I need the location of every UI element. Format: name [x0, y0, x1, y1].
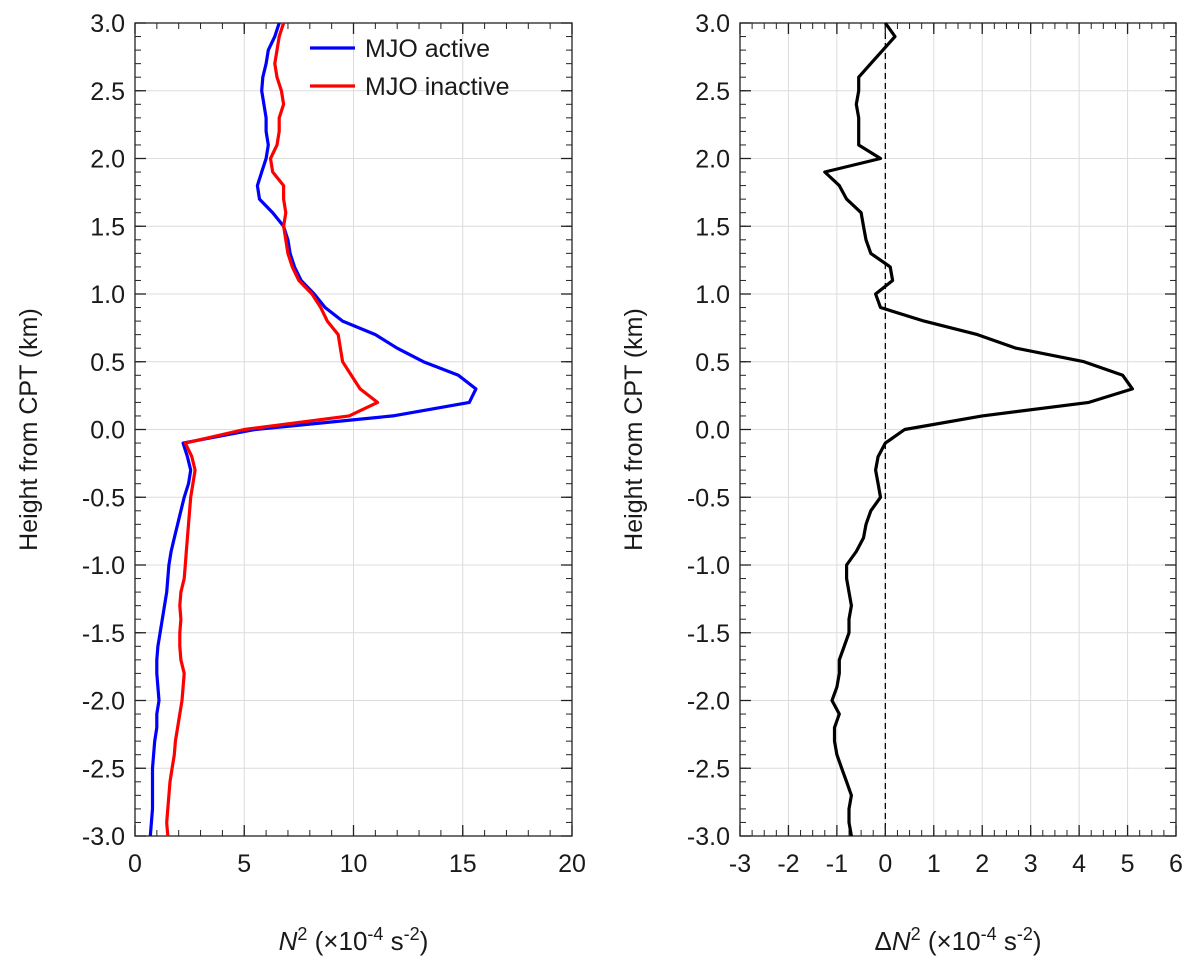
y-tick-label: -3.0 [687, 823, 730, 851]
y-tick-label: 0.0 [90, 417, 125, 445]
y-tick-label: 1.5 [90, 213, 125, 241]
y-tick-label: 0.0 [695, 417, 730, 445]
x-axis-label-close: ) [420, 926, 429, 956]
y-tick-label: 1.0 [695, 281, 730, 309]
x-tick-label: -1 [826, 850, 848, 878]
x-axis-label-unit-exp: -2 [1017, 924, 1033, 944]
series-line-delta-n2 [823, 22, 1135, 837]
right-panel-delta-n2-profile: -3 -2 -1 0 1 2 3 4 5 6 -3.0 -2.5 -2.0 -1.5 -1.0 -0.5 0.0… [620, 10, 1183, 956]
x-axis-label-sup: 2 [911, 924, 921, 944]
x-axis-label-factor: (×10 [307, 926, 367, 956]
y-tick-label: -1.0 [82, 552, 125, 580]
x-tick-label: 5 [1121, 850, 1135, 878]
legend-entry-0: MJO active [365, 35, 490, 63]
x-axis-label-sup: 2 [297, 924, 307, 944]
y-tick-label: 2.0 [695, 146, 730, 174]
y-axis-label: Height from CPT (km) [15, 308, 43, 551]
x-axis-label-n: N [892, 926, 911, 956]
y-tick-label: -3.0 [82, 823, 125, 851]
x-tick-label: 10 [340, 850, 368, 878]
y-tick-label: -1.5 [82, 620, 125, 648]
y-tick-label: -2.0 [82, 688, 125, 716]
y-tick-label: -1.5 [687, 620, 730, 648]
y-tick-label: 3.0 [695, 10, 730, 38]
x-tick-label: 0 [878, 850, 892, 878]
x-axis-label-exp: -4 [367, 924, 383, 944]
x-tick-label: 2 [975, 850, 989, 878]
legend: MJO active MJO inactive [310, 35, 509, 101]
y-tick-label: 1.5 [695, 213, 730, 241]
series-line-mjo-inactive [165, 22, 380, 837]
left-panel-n2-profiles: 0 5 10 15 20 -3.0 -2.5 -2.0 -1.5 -1.0 -0.5 0.0 0.5 1.… [15, 10, 586, 956]
x-axis-label: ΔN2 (×10-4 s-2) [874, 924, 1041, 956]
y-tick-label: 3.0 [90, 10, 125, 38]
x-axis-label-factor: (×10 [921, 926, 981, 956]
x-tick-label: -2 [777, 850, 799, 878]
x-tick-label: 5 [237, 850, 251, 878]
x-axis-label-unit: s [997, 926, 1017, 956]
x-axis-label: N2 (×10-4 s-2) [279, 924, 429, 956]
y-tick-label: 2.0 [90, 146, 125, 174]
x-axis-label-unit-exp: -2 [404, 924, 420, 944]
x-tick-label: 1 [927, 850, 941, 878]
y-tick-label: -1.0 [687, 552, 730, 580]
x-tick-label: -3 [729, 850, 751, 878]
y-tick-label: -2.5 [687, 755, 730, 783]
legend-entry-1: MJO inactive [365, 73, 509, 101]
x-tick-label: 0 [128, 850, 142, 878]
y-axis-label: Height from CPT (km) [620, 308, 648, 551]
x-axis-label-n: N [279, 926, 298, 956]
y-tick-label: -0.5 [82, 484, 125, 512]
x-axis-label-delta: Δ [874, 926, 891, 956]
x-axis-label-unit: s [383, 926, 403, 956]
y-tick-label: 2.5 [90, 78, 125, 106]
x-axis-label-exp: -4 [981, 924, 997, 944]
x-tick-label: 4 [1072, 850, 1086, 878]
x-tick-label: 20 [558, 850, 586, 878]
y-tick-label: 0.5 [695, 349, 730, 377]
y-tick-label: -2.5 [82, 755, 125, 783]
y-tick-label: 0.5 [90, 349, 125, 377]
x-axis-label-close: ) [1033, 926, 1042, 956]
y-tick-label: 1.0 [90, 281, 125, 309]
x-tick-label: 6 [1169, 850, 1183, 878]
x-tick-label: 3 [1024, 850, 1038, 878]
y-tick-label: -0.5 [687, 484, 730, 512]
y-tick-label: -2.0 [687, 688, 730, 716]
y-tick-label: 2.5 [695, 78, 730, 106]
x-tick-label: 15 [449, 850, 477, 878]
